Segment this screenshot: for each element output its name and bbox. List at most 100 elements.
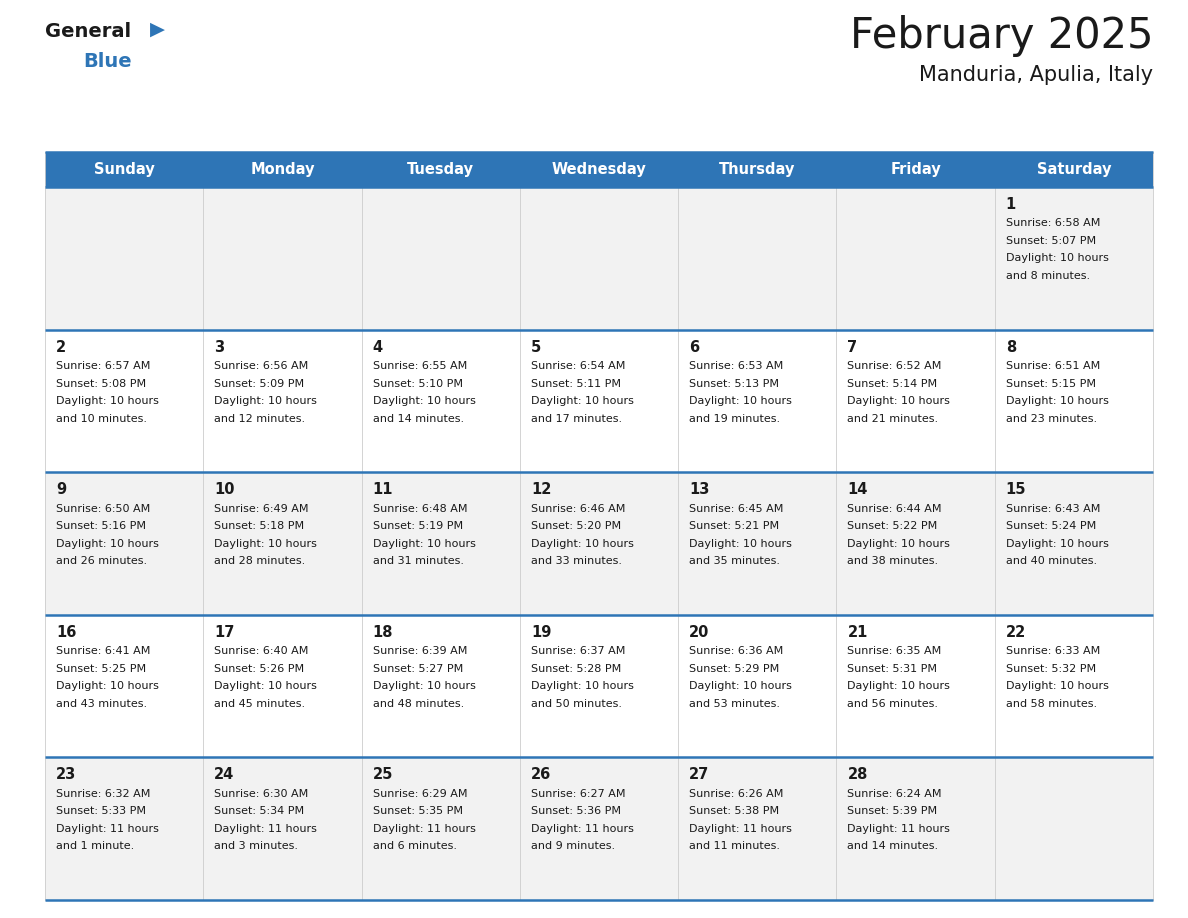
- Text: Sunrise: 6:51 AM: Sunrise: 6:51 AM: [1006, 361, 1100, 371]
- Text: Sunset: 5:33 PM: Sunset: 5:33 PM: [56, 806, 146, 816]
- Text: Sunset: 5:09 PM: Sunset: 5:09 PM: [214, 378, 304, 388]
- Text: and 17 minutes.: and 17 minutes.: [531, 414, 623, 423]
- Text: Sunset: 5:26 PM: Sunset: 5:26 PM: [214, 664, 304, 674]
- Text: and 50 minutes.: and 50 minutes.: [531, 699, 621, 709]
- Text: and 14 minutes.: and 14 minutes.: [373, 414, 463, 423]
- Text: Sunrise: 6:39 AM: Sunrise: 6:39 AM: [373, 646, 467, 656]
- Text: Sunrise: 6:40 AM: Sunrise: 6:40 AM: [214, 646, 309, 656]
- Text: Daylight: 11 hours: Daylight: 11 hours: [214, 823, 317, 834]
- Text: and 9 minutes.: and 9 minutes.: [531, 842, 615, 851]
- Text: Sunset: 5:25 PM: Sunset: 5:25 PM: [56, 664, 146, 674]
- Text: 23: 23: [56, 767, 76, 782]
- Text: 11: 11: [373, 482, 393, 498]
- Text: 3: 3: [214, 340, 225, 354]
- Text: 18: 18: [373, 625, 393, 640]
- Text: 6: 6: [689, 340, 700, 354]
- Text: Sunrise: 6:24 AM: Sunrise: 6:24 AM: [847, 789, 942, 799]
- Text: Sunset: 5:38 PM: Sunset: 5:38 PM: [689, 806, 779, 816]
- Text: and 3 minutes.: and 3 minutes.: [214, 842, 298, 851]
- Text: Sunrise: 6:58 AM: Sunrise: 6:58 AM: [1006, 218, 1100, 229]
- Text: 22: 22: [1006, 625, 1026, 640]
- Text: Sunset: 5:14 PM: Sunset: 5:14 PM: [847, 378, 937, 388]
- Text: 15: 15: [1006, 482, 1026, 498]
- Text: Sunset: 5:21 PM: Sunset: 5:21 PM: [689, 521, 779, 532]
- Text: and 21 minutes.: and 21 minutes.: [847, 414, 939, 423]
- Bar: [45, 330, 1154, 472]
- Text: Daylight: 10 hours: Daylight: 10 hours: [847, 396, 950, 406]
- Text: 16: 16: [56, 625, 76, 640]
- Text: Sunset: 5:34 PM: Sunset: 5:34 PM: [214, 806, 304, 816]
- Text: Daylight: 10 hours: Daylight: 10 hours: [56, 396, 159, 406]
- Text: 2: 2: [56, 340, 67, 354]
- Text: Sunset: 5:32 PM: Sunset: 5:32 PM: [1006, 664, 1095, 674]
- Text: Sunrise: 6:45 AM: Sunrise: 6:45 AM: [689, 504, 784, 514]
- Text: Thursday: Thursday: [719, 162, 796, 177]
- Text: Sunrise: 6:36 AM: Sunrise: 6:36 AM: [689, 646, 783, 656]
- Text: Daylight: 10 hours: Daylight: 10 hours: [214, 539, 317, 549]
- Text: 20: 20: [689, 625, 709, 640]
- Text: 17: 17: [214, 625, 235, 640]
- Text: Daylight: 10 hours: Daylight: 10 hours: [373, 396, 475, 406]
- Text: Sunrise: 6:52 AM: Sunrise: 6:52 AM: [847, 361, 942, 371]
- Bar: [45, 757, 1154, 900]
- Text: Daylight: 11 hours: Daylight: 11 hours: [56, 823, 159, 834]
- Text: Sunset: 5:08 PM: Sunset: 5:08 PM: [56, 378, 146, 388]
- Text: and 58 minutes.: and 58 minutes.: [1006, 699, 1097, 709]
- Text: Sunrise: 6:27 AM: Sunrise: 6:27 AM: [531, 789, 625, 799]
- Text: Sunset: 5:36 PM: Sunset: 5:36 PM: [531, 806, 621, 816]
- Text: Tuesday: Tuesday: [407, 162, 474, 177]
- Text: Sunrise: 6:56 AM: Sunrise: 6:56 AM: [214, 361, 309, 371]
- Text: 14: 14: [847, 482, 867, 498]
- Text: and 56 minutes.: and 56 minutes.: [847, 699, 939, 709]
- Text: Sunrise: 6:26 AM: Sunrise: 6:26 AM: [689, 789, 784, 799]
- Text: and 35 minutes.: and 35 minutes.: [689, 556, 781, 566]
- Text: 4: 4: [373, 340, 383, 354]
- Text: 7: 7: [847, 340, 858, 354]
- Text: and 12 minutes.: and 12 minutes.: [214, 414, 305, 423]
- Text: Daylight: 10 hours: Daylight: 10 hours: [847, 539, 950, 549]
- Bar: [45, 187, 1154, 330]
- Text: Sunset: 5:24 PM: Sunset: 5:24 PM: [1006, 521, 1097, 532]
- Text: and 45 minutes.: and 45 minutes.: [214, 699, 305, 709]
- Text: 21: 21: [847, 625, 867, 640]
- Text: Sunday: Sunday: [94, 162, 154, 177]
- Text: Daylight: 10 hours: Daylight: 10 hours: [56, 681, 159, 691]
- Text: Sunrise: 6:53 AM: Sunrise: 6:53 AM: [689, 361, 783, 371]
- Text: and 40 minutes.: and 40 minutes.: [1006, 556, 1097, 566]
- Text: Sunrise: 6:50 AM: Sunrise: 6:50 AM: [56, 504, 150, 514]
- Text: 28: 28: [847, 767, 867, 782]
- Text: 27: 27: [689, 767, 709, 782]
- Text: Sunrise: 6:49 AM: Sunrise: 6:49 AM: [214, 504, 309, 514]
- Text: 10: 10: [214, 482, 235, 498]
- Text: Sunset: 5:27 PM: Sunset: 5:27 PM: [373, 664, 463, 674]
- Text: and 6 minutes.: and 6 minutes.: [373, 842, 456, 851]
- Text: Daylight: 10 hours: Daylight: 10 hours: [689, 681, 792, 691]
- Text: Daylight: 10 hours: Daylight: 10 hours: [531, 396, 633, 406]
- Text: Sunrise: 6:32 AM: Sunrise: 6:32 AM: [56, 789, 151, 799]
- Text: Sunset: 5:10 PM: Sunset: 5:10 PM: [373, 378, 462, 388]
- Text: February 2025: February 2025: [849, 15, 1154, 57]
- Text: and 11 minutes.: and 11 minutes.: [689, 842, 781, 851]
- Text: Daylight: 10 hours: Daylight: 10 hours: [689, 396, 792, 406]
- Text: Sunrise: 6:54 AM: Sunrise: 6:54 AM: [531, 361, 625, 371]
- Text: Sunrise: 6:43 AM: Sunrise: 6:43 AM: [1006, 504, 1100, 514]
- Text: ▶: ▶: [150, 20, 165, 39]
- Text: 24: 24: [214, 767, 234, 782]
- Text: 13: 13: [689, 482, 709, 498]
- Text: Blue: Blue: [83, 52, 132, 71]
- Text: and 26 minutes.: and 26 minutes.: [56, 556, 147, 566]
- Text: 12: 12: [531, 482, 551, 498]
- Text: Sunset: 5:35 PM: Sunset: 5:35 PM: [373, 806, 462, 816]
- Bar: [45, 472, 1154, 615]
- Text: Daylight: 10 hours: Daylight: 10 hours: [214, 681, 317, 691]
- Text: Daylight: 10 hours: Daylight: 10 hours: [214, 396, 317, 406]
- Text: Sunset: 5:39 PM: Sunset: 5:39 PM: [847, 806, 937, 816]
- Text: Manduria, Apulia, Italy: Manduria, Apulia, Italy: [918, 65, 1154, 85]
- Text: Daylight: 10 hours: Daylight: 10 hours: [847, 681, 950, 691]
- Text: and 10 minutes.: and 10 minutes.: [56, 414, 147, 423]
- Text: Sunset: 5:11 PM: Sunset: 5:11 PM: [531, 378, 621, 388]
- Text: Sunrise: 6:41 AM: Sunrise: 6:41 AM: [56, 646, 151, 656]
- Text: Daylight: 10 hours: Daylight: 10 hours: [531, 539, 633, 549]
- Text: Sunrise: 6:30 AM: Sunrise: 6:30 AM: [214, 789, 309, 799]
- Text: Sunrise: 6:29 AM: Sunrise: 6:29 AM: [373, 789, 467, 799]
